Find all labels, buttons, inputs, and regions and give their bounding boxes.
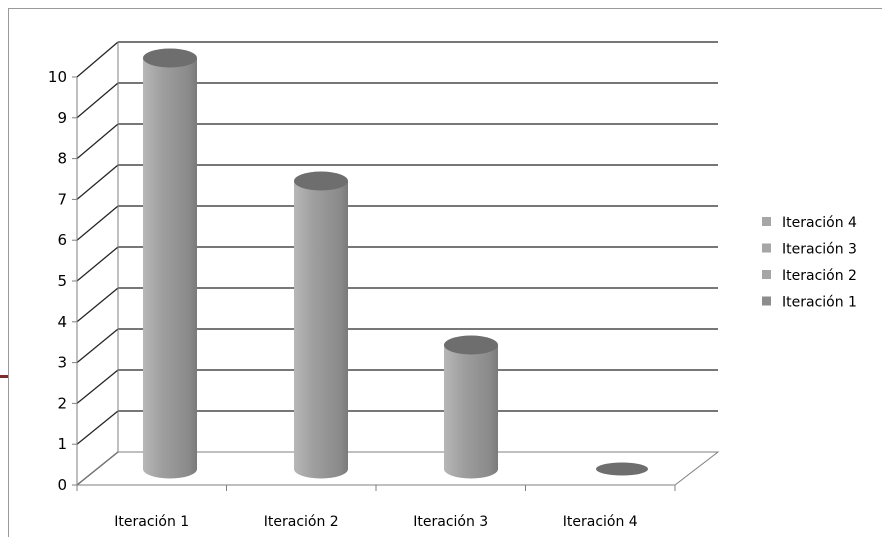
- y-tick-label: 3: [57, 354, 67, 372]
- gridline-side: [76, 369, 119, 404]
- gridline-side: [76, 205, 119, 241]
- legend-label: Iteración 1: [782, 295, 857, 311]
- bar-3-top: [444, 335, 498, 355]
- gridline-side: [76, 246, 119, 282]
- y-tick-labels: 0 1 2 3 4 5 6 7 8 9 10: [48, 68, 67, 494]
- gridline-side: [76, 41, 119, 78]
- y-tick-label: 6: [57, 231, 67, 249]
- legend-swatch: [762, 243, 771, 253]
- y-tick-label: 4: [57, 313, 67, 331]
- gridline-side: [76, 82, 119, 119]
- y-tick-label: 2: [57, 394, 67, 412]
- bar-2: [294, 171, 348, 479]
- bar-2-body: [294, 181, 348, 479]
- y-tick-label: 1: [57, 435, 67, 453]
- y-tick-label: 5: [57, 272, 67, 290]
- bars: [143, 48, 648, 479]
- legend-swatch: [762, 296, 771, 306]
- y-tick-label: 7: [57, 190, 67, 208]
- y-tick-label: 9: [57, 109, 67, 127]
- gridlines: [76, 41, 718, 486]
- y-tick-label: 0: [57, 476, 67, 494]
- x-category-label: Iteración 2: [264, 514, 339, 530]
- gridline-side: [76, 287, 119, 323]
- bar-1-top: [143, 48, 197, 68]
- gridline-side: [76, 123, 119, 160]
- y-tick-label: 8: [57, 150, 67, 168]
- gridline-side: [76, 410, 119, 445]
- chart-floor: [75, 451, 720, 486]
- gridline-side: [76, 328, 119, 364]
- bar-3-body: [444, 345, 498, 479]
- bar-3: [444, 335, 498, 479]
- bar-1: [143, 48, 197, 479]
- legend-swatch: [762, 217, 771, 226]
- gridline-side: [76, 164, 119, 200]
- legend: Iteración 4 Iteración 3 Iteración 2 Iteraci…: [762, 215, 857, 311]
- legend-label: Iteración 4: [782, 215, 857, 231]
- x-category-labels: Iteración 1 Iteración 2 Iteración 3 Iteraci…: [114, 514, 638, 530]
- bar-1-body: [143, 58, 197, 479]
- x-category-label: Iteración 1: [114, 514, 189, 530]
- x-category-label: Iteración 3: [413, 514, 488, 530]
- y-tick-label: 10: [48, 68, 67, 86]
- legend-label: Iteración 3: [782, 242, 857, 258]
- bar-4-base: [596, 462, 648, 476]
- legend-label: Iteración 2: [782, 268, 857, 284]
- page-edge-mark: [0, 375, 8, 378]
- x-category-label: Iteración 4: [563, 514, 638, 530]
- bar-2-top: [294, 171, 348, 191]
- legend-swatch: [762, 270, 771, 279]
- axes: [72, 42, 720, 491]
